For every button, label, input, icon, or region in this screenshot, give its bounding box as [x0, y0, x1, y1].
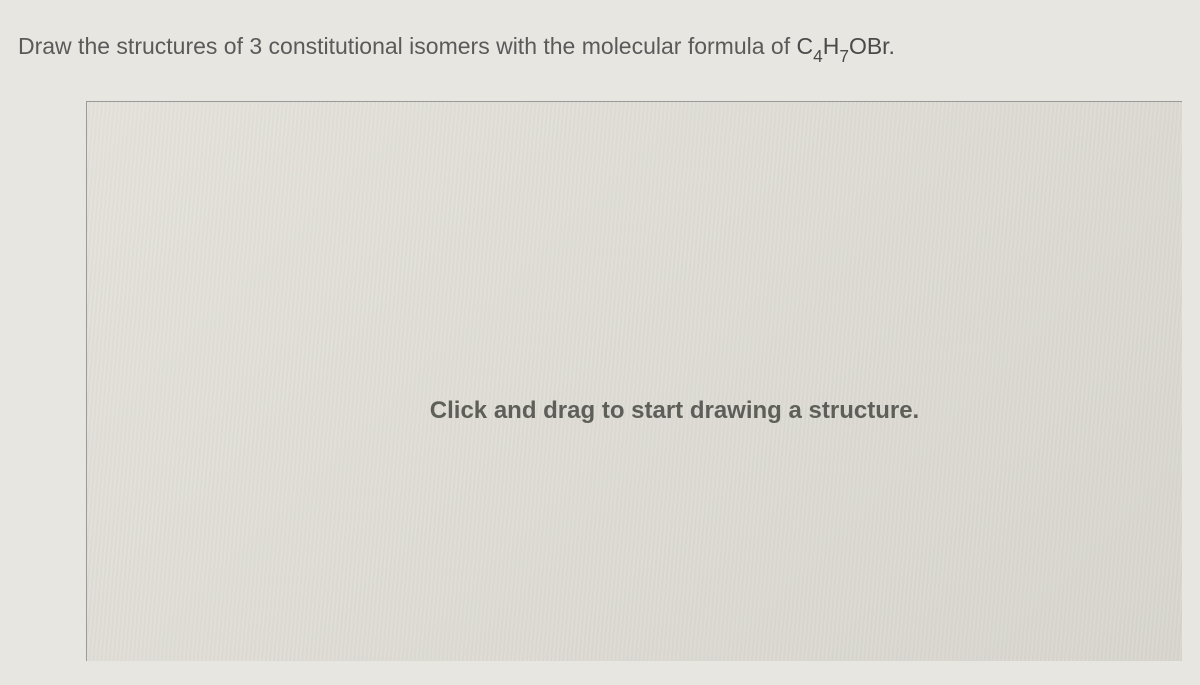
- question-text: Draw the structures of 3 constitutional …: [18, 30, 1182, 66]
- question-prefix: Draw the structures of: [18, 33, 249, 59]
- formula-c-sub: 4: [813, 46, 823, 66]
- formula-c: C: [797, 33, 814, 59]
- drawing-prompt-text: Click and drag to start drawing a struct…: [430, 397, 919, 425]
- formula-h-sub: 7: [839, 46, 849, 66]
- canvas-texture-overlay: [87, 102, 1182, 661]
- formula-h: H: [823, 33, 840, 59]
- question-count: 3: [249, 33, 262, 59]
- question-container: Draw the structures of 3 constitutional …: [0, 0, 1200, 661]
- question-middle: constitutional isomers with the molecula…: [262, 33, 796, 59]
- structure-drawing-canvas[interactable]: Click and drag to start drawing a struct…: [86, 101, 1182, 661]
- formula-suffix: OBr.: [849, 33, 895, 59]
- molecular-formula: C4H7OBr.: [797, 33, 895, 59]
